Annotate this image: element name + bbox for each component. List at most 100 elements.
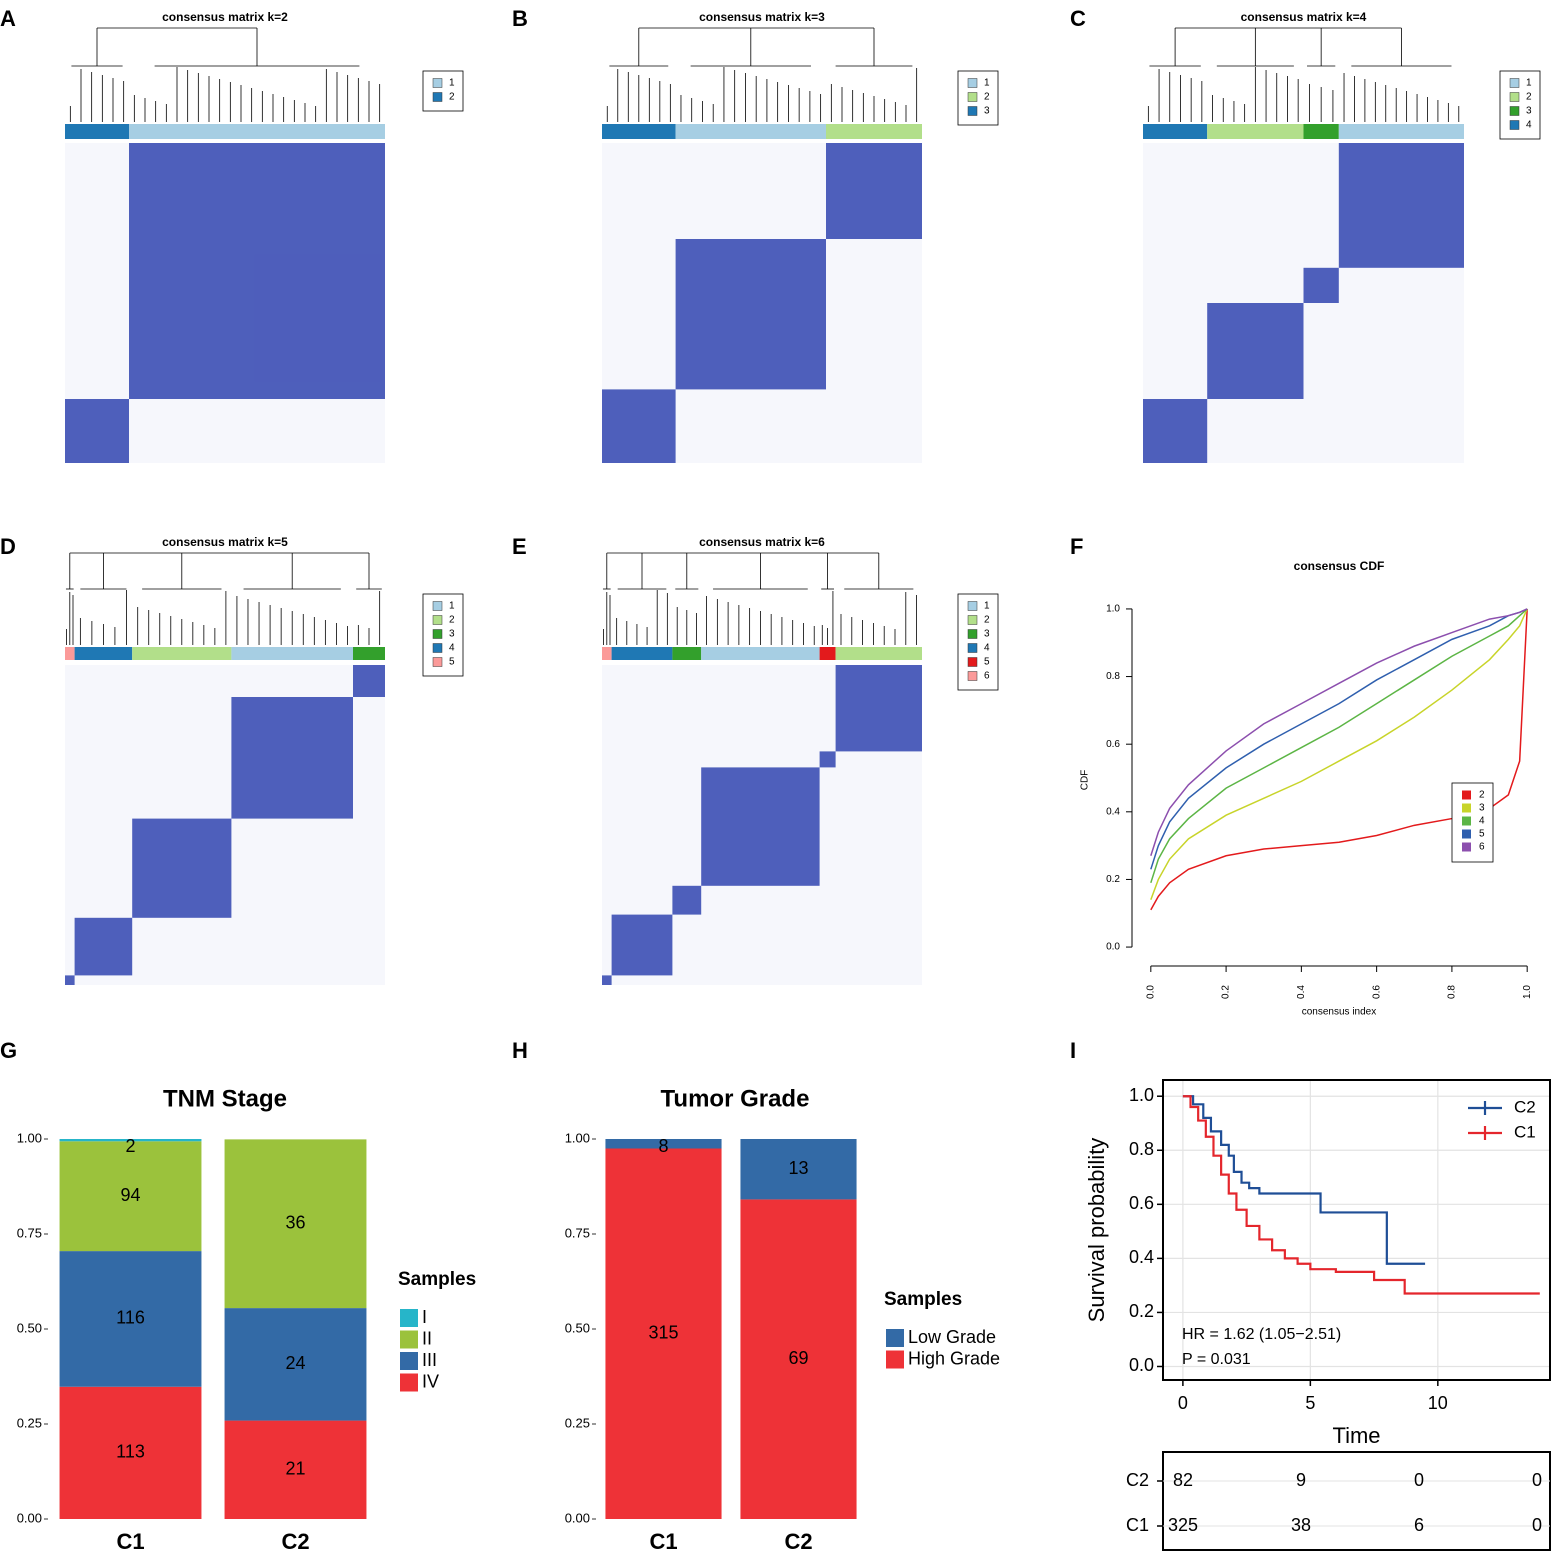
legend-swatch (1462, 803, 1471, 813)
consensus-block (1143, 399, 1208, 463)
legend-swatch (967, 657, 978, 667)
legend-label: 5 (449, 657, 455, 668)
legend-label: 6 (1479, 842, 1485, 853)
x-tick-label: 1.0 (1522, 985, 1533, 999)
consensus-block (1303, 267, 1339, 303)
legend-box (422, 70, 464, 112)
legend-label: 2 (449, 92, 455, 103)
bar-segment (224, 1139, 367, 1309)
cluster-bar (819, 647, 836, 660)
consensus-block (835, 665, 922, 752)
legend-label: 5 (984, 657, 990, 668)
legend-swatch (1509, 120, 1520, 130)
x-tick-label: C2 (784, 1529, 812, 1554)
y-tick-label: 1.0 (1129, 1085, 1154, 1105)
cluster-bar (701, 647, 820, 660)
y-tick-label: 1.00 (565, 1130, 590, 1145)
consensus-block (819, 751, 836, 768)
cluster-bar (835, 647, 922, 660)
consensus-block (74, 917, 133, 976)
legend-label: 1 (1526, 78, 1532, 89)
x-tick-label: C1 (649, 1529, 677, 1554)
legend-swatch (1509, 106, 1520, 116)
cdf-line (1150, 608, 1528, 911)
bar-count-label: 24 (285, 1353, 305, 1373)
legend-swatch (967, 615, 978, 625)
panel-letter: A (0, 6, 16, 31)
y-tick-label: 0.25 (17, 1415, 42, 1430)
heatmap-title: consensus matrix k=5 (162, 535, 288, 549)
cluster-bar (129, 124, 385, 139)
survival-curve (1182, 1095, 1426, 1265)
legend-swatch (432, 643, 443, 653)
panel-letter: E (512, 534, 527, 559)
legend-swatch (1509, 78, 1520, 88)
risk-count: 0 (1532, 1470, 1542, 1490)
legend-label: 1 (449, 601, 455, 612)
legend-swatch (400, 1373, 418, 1392)
legend-label: 2 (984, 615, 990, 626)
legend-label: 3 (1479, 803, 1485, 814)
cluster-bar (231, 647, 353, 660)
x-axis-label: consensus index (1302, 1007, 1377, 1018)
bar-segment (224, 1308, 367, 1421)
panel-letter: D (0, 534, 16, 559)
consensus-block (701, 767, 820, 886)
x-tick-label: 0.8 (1447, 985, 1458, 999)
cluster-bar (65, 124, 129, 139)
legend-label: 5 (1479, 829, 1485, 840)
legend-swatch (400, 1309, 418, 1327)
y-tick-label: 1.0 (1106, 604, 1120, 615)
panel-letter: F (1070, 534, 1083, 559)
y-tick-label: 0.4 (1106, 806, 1120, 817)
legend-swatch (1462, 842, 1471, 852)
heatmap-title: consensus matrix k=4 (1241, 10, 1367, 24)
bar-count-label: 21 (285, 1459, 305, 1479)
legend-label: 3 (984, 629, 990, 640)
consensus-block (65, 399, 129, 463)
consensus-block (672, 885, 702, 915)
legend-swatch (432, 657, 443, 667)
risk-count: 0 (1532, 1515, 1542, 1535)
bar-count-label: 69 (788, 1348, 808, 1368)
chart-title: consensus CDF (1294, 559, 1385, 573)
legend-swatch (1462, 816, 1471, 826)
consensus-block (231, 697, 353, 819)
consensus-block (353, 665, 385, 697)
plot-frame (1162, 1079, 1551, 1381)
cdf-line (1150, 608, 1528, 900)
cluster-bar (1338, 124, 1464, 139)
consensus-block (826, 143, 922, 239)
y-tick-label: 0.75 (565, 1225, 590, 1240)
risk-table-frame (1162, 1451, 1551, 1551)
legend-label: 3 (449, 629, 455, 640)
risk-count: 0 (1414, 1470, 1424, 1490)
legend-label: II (422, 1328, 432, 1348)
legend-label: 1 (449, 78, 455, 89)
cluster-bar (1143, 124, 1208, 139)
x-tick-label: C1 (116, 1529, 144, 1554)
y-tick-label: 0.00 (17, 1510, 42, 1525)
y-tick-label: 0.6 (1106, 739, 1120, 750)
heatmap-title: consensus matrix k=2 (162, 10, 288, 24)
legend-swatch (432, 601, 443, 611)
bar-count-label: 2 (125, 1136, 135, 1156)
x-tick-label: 10 (1428, 1393, 1448, 1413)
risk-count: 38 (1291, 1515, 1311, 1535)
panel-letter: H (512, 1038, 528, 1063)
legend-label: 4 (1526, 120, 1532, 131)
legend-label: High Grade (908, 1348, 1000, 1368)
consensus-block (675, 239, 826, 390)
cluster-bar (74, 647, 133, 660)
bar-segment (59, 1141, 202, 1252)
cluster-bar (132, 647, 232, 660)
y-tick-label: 0.8 (1129, 1139, 1154, 1159)
annotation: P = 0.031 (1182, 1351, 1251, 1368)
y-tick-label: 0.0 (1129, 1355, 1154, 1375)
legend-swatch (1462, 829, 1471, 839)
heatmap-title: consensus matrix k=3 (699, 10, 825, 24)
bar-segment (740, 1199, 857, 1519)
cluster-bar (672, 647, 702, 660)
legend-swatch (400, 1330, 418, 1349)
legend-label: 2 (1526, 92, 1532, 103)
